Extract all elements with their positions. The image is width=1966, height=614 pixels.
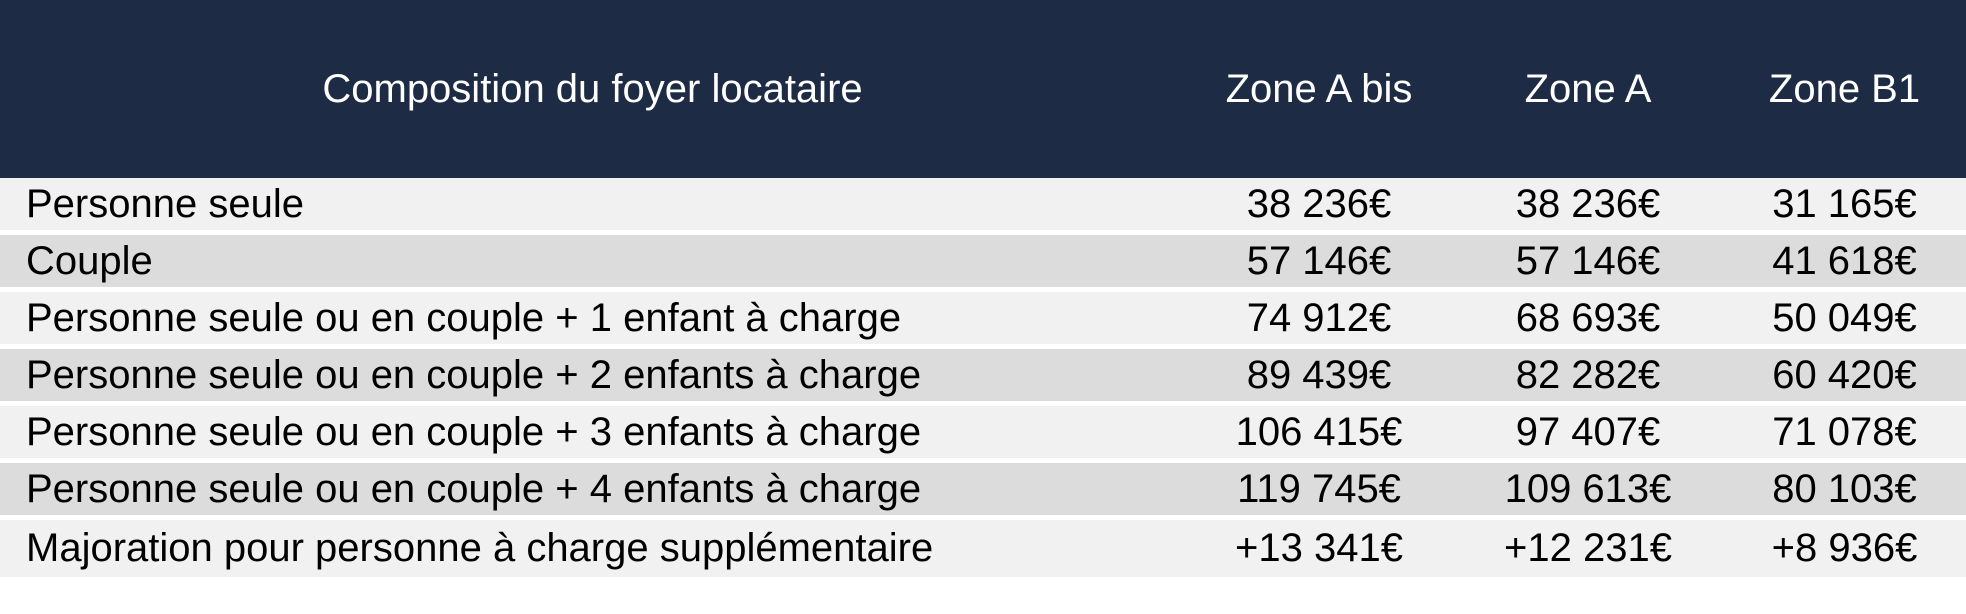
row-value-zone-a: 57 146€ bbox=[1453, 235, 1723, 292]
row-value-zone-a: 109 613€ bbox=[1453, 463, 1723, 520]
row-value-zone-a-bis: 57 146€ bbox=[1185, 235, 1453, 292]
table-body: Personne seule 38 236€ 38 236€ 31 165€ C… bbox=[0, 178, 1966, 577]
table-row: Personne seule ou en couple + 1 enfant à… bbox=[0, 292, 1966, 349]
row-label: Personne seule bbox=[0, 178, 1185, 235]
row-value-zone-a: 97 407€ bbox=[1453, 406, 1723, 463]
table-row: Personne seule ou en couple + 3 enfants … bbox=[0, 406, 1966, 463]
column-header-zone-a: Zone A bbox=[1453, 0, 1723, 178]
row-value-zone-a: 38 236€ bbox=[1453, 178, 1723, 235]
row-value-zone-a: 68 693€ bbox=[1453, 292, 1723, 349]
row-value-zone-a-bis: +13 341€ bbox=[1185, 520, 1453, 577]
column-header-composition: Composition du foyer locataire bbox=[0, 0, 1185, 178]
row-value-zone-a-bis: 38 236€ bbox=[1185, 178, 1453, 235]
row-value-zone-b1: 50 049€ bbox=[1723, 292, 1966, 349]
row-value-zone-b1: +8 936€ bbox=[1723, 520, 1966, 577]
row-label: Personne seule ou en couple + 4 enfants … bbox=[0, 463, 1185, 520]
row-value-zone-a-bis: 74 912€ bbox=[1185, 292, 1453, 349]
table-row: Majoration pour personne à charge supplé… bbox=[0, 520, 1966, 577]
column-header-zone-b1: Zone B1 bbox=[1723, 0, 1966, 178]
table-row: Couple 57 146€ 57 146€ 41 618€ bbox=[0, 235, 1966, 292]
table-row: Personne seule ou en couple + 4 enfants … bbox=[0, 463, 1966, 520]
row-value-zone-b1: 31 165€ bbox=[1723, 178, 1966, 235]
table-row: Personne seule 38 236€ 38 236€ 31 165€ bbox=[0, 178, 1966, 235]
row-value-zone-b1: 41 618€ bbox=[1723, 235, 1966, 292]
row-label: Personne seule ou en couple + 1 enfant à… bbox=[0, 292, 1185, 349]
row-label: Couple bbox=[0, 235, 1185, 292]
income-ceiling-table: Composition du foyer locataire Zone A bi… bbox=[0, 0, 1966, 577]
row-value-zone-a-bis: 106 415€ bbox=[1185, 406, 1453, 463]
row-label: Personne seule ou en couple + 2 enfants … bbox=[0, 349, 1185, 406]
row-label: Majoration pour personne à charge supplé… bbox=[0, 520, 1185, 577]
row-value-zone-a: +12 231€ bbox=[1453, 520, 1723, 577]
row-value-zone-a-bis: 89 439€ bbox=[1185, 349, 1453, 406]
row-value-zone-b1: 71 078€ bbox=[1723, 406, 1966, 463]
table-header: Composition du foyer locataire Zone A bi… bbox=[0, 0, 1966, 178]
column-header-zone-a-bis: Zone A bis bbox=[1185, 0, 1453, 178]
row-value-zone-a: 82 282€ bbox=[1453, 349, 1723, 406]
row-value-zone-b1: 80 103€ bbox=[1723, 463, 1966, 520]
row-label: Personne seule ou en couple + 3 enfants … bbox=[0, 406, 1185, 463]
header-row: Composition du foyer locataire Zone A bi… bbox=[0, 0, 1966, 178]
table-row: Personne seule ou en couple + 2 enfants … bbox=[0, 349, 1966, 406]
row-value-zone-b1: 60 420€ bbox=[1723, 349, 1966, 406]
row-value-zone-a-bis: 119 745€ bbox=[1185, 463, 1453, 520]
